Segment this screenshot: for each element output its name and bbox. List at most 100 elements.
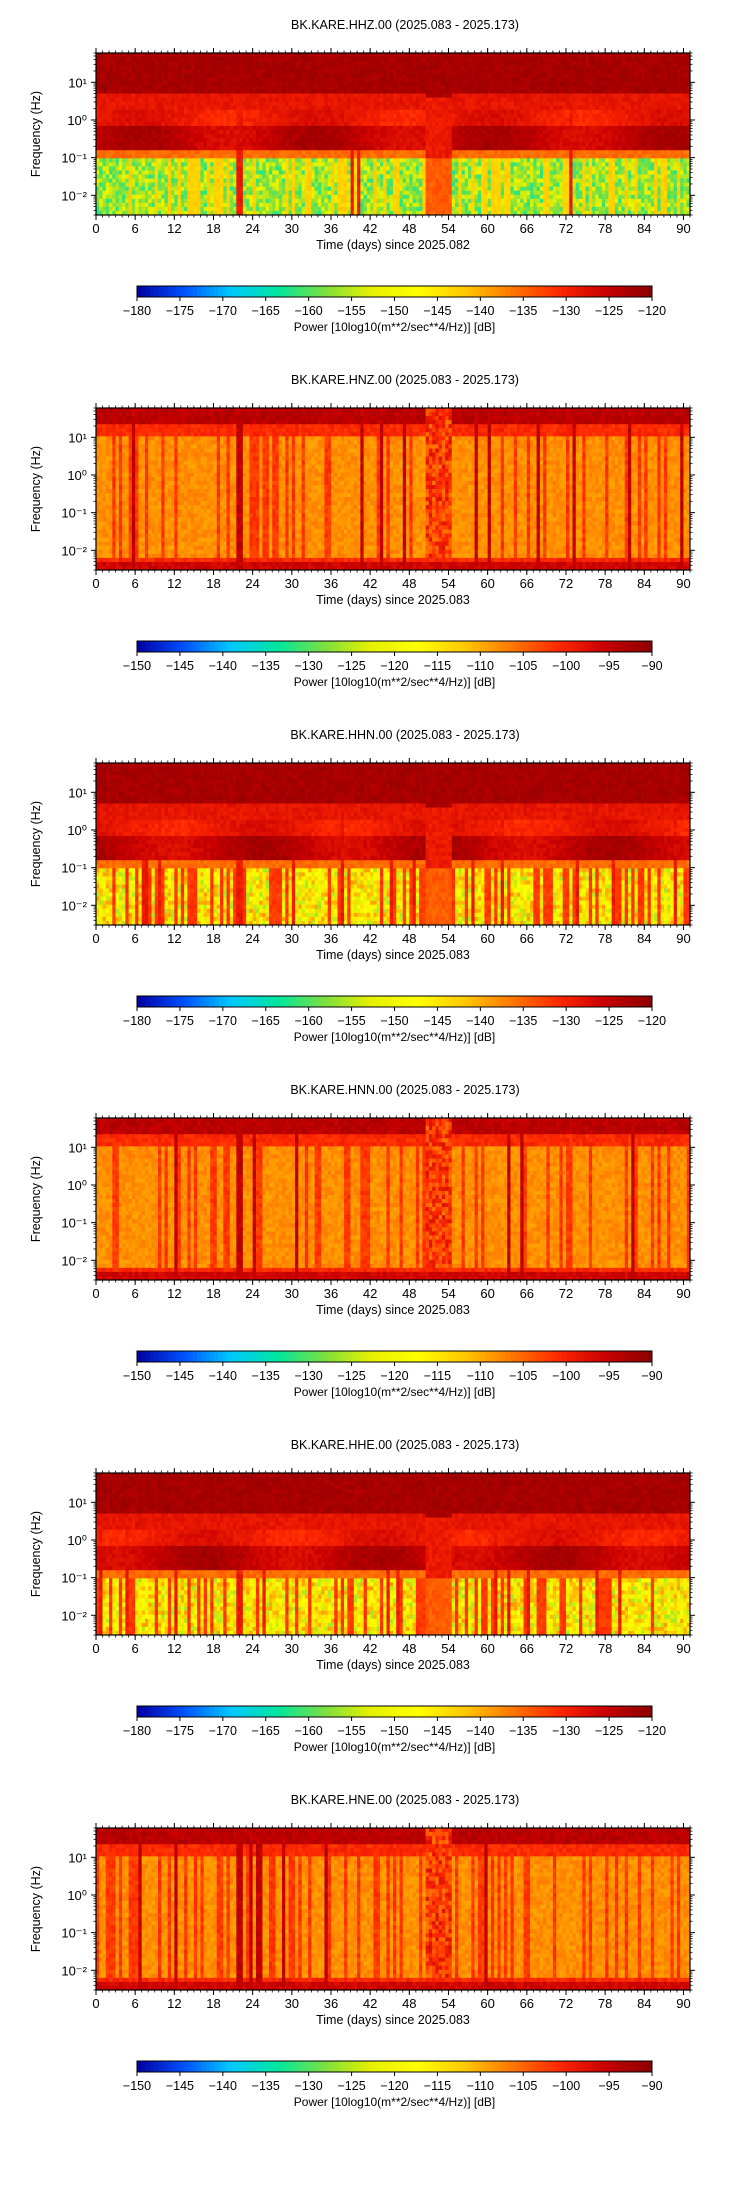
heatmap-cell	[399, 194, 404, 200]
heatmap-cell	[278, 57, 283, 62]
heatmap-cell	[144, 206, 149, 212]
heatmap-cell	[239, 125, 244, 131]
heatmap-cell	[233, 85, 237, 90]
heatmap-cell	[102, 202, 107, 208]
heatmap-cell	[161, 65, 165, 70]
heatmap-cell	[158, 134, 162, 139]
heatmap-cell	[102, 146, 107, 151]
heatmap-cell	[236, 93, 240, 98]
heatmap-cell	[474, 186, 479, 192]
heatmap-cell	[468, 81, 472, 86]
heatmap-cell	[435, 89, 440, 94]
heatmap-cell	[148, 77, 152, 82]
heatmap-cell	[471, 150, 475, 155]
heatmap-cell	[242, 53, 247, 58]
heatmap-cell	[337, 162, 342, 167]
heatmap-cell	[370, 134, 374, 139]
heatmap-cell	[330, 97, 335, 102]
heatmap-cell	[262, 182, 267, 188]
heatmap-cell	[428, 194, 433, 200]
heatmap-cell	[206, 53, 211, 58]
heatmap-cell	[396, 125, 400, 131]
heatmap-cell	[389, 129, 394, 135]
heatmap-cell	[330, 53, 335, 58]
heatmap-cell	[226, 117, 231, 123]
heatmap-cell	[425, 89, 430, 94]
heatmap-cell	[402, 129, 407, 135]
heatmap-cell	[154, 202, 159, 208]
heatmap-cell	[252, 170, 257, 175]
heatmap-cell	[262, 198, 267, 204]
heatmap-cell	[203, 150, 208, 155]
heatmap-cell	[311, 89, 316, 94]
heatmap-cell	[282, 174, 286, 179]
heatmap-cell	[389, 154, 394, 159]
heatmap-cell	[412, 142, 417, 147]
heatmap-cell	[262, 77, 267, 82]
heatmap-cell	[193, 117, 198, 123]
heatmap-cell	[171, 162, 175, 167]
heatmap-cell	[206, 190, 211, 196]
heatmap-cell	[386, 162, 391, 167]
heatmap-cell	[412, 194, 417, 200]
heatmap-cell	[321, 93, 325, 98]
heatmap-cell	[389, 113, 394, 119]
heatmap-cell	[177, 142, 182, 147]
heatmap-cell	[223, 202, 227, 208]
heatmap-cell	[105, 154, 110, 159]
heatmap-cell	[389, 77, 394, 82]
heatmap-cell	[265, 194, 270, 200]
heatmap-cell	[246, 113, 250, 119]
heatmap-cell	[249, 125, 254, 131]
heatmap-cell	[167, 81, 172, 86]
heatmap-cell	[210, 57, 214, 62]
heatmap-cell	[272, 186, 276, 192]
heatmap-cell	[379, 93, 384, 98]
heatmap-cell	[487, 101, 492, 107]
heatmap-cell	[304, 146, 309, 151]
heatmap-cell	[402, 113, 407, 119]
heatmap-cell	[161, 57, 165, 62]
heatmap-cell	[122, 117, 126, 123]
heatmap-cell	[151, 129, 156, 135]
heatmap-cell	[494, 113, 498, 119]
heatmap-cell	[308, 129, 312, 135]
heatmap-cell	[213, 186, 218, 192]
heatmap-cell	[464, 138, 469, 143]
heatmap-cell	[321, 109, 325, 115]
heatmap-cell	[389, 158, 394, 163]
heatmap-cell	[422, 210, 427, 216]
heatmap-cell	[265, 105, 270, 111]
heatmap-cell	[99, 198, 103, 204]
heatmap-cell	[347, 194, 351, 200]
heatmap-cell	[268, 206, 273, 212]
heatmap-cell	[357, 125, 361, 131]
heatmap-cell	[402, 194, 407, 200]
heatmap-cell	[490, 162, 495, 167]
heatmap-cell	[190, 170, 195, 175]
heatmap-cell	[135, 121, 139, 127]
heatmap-cell	[239, 194, 244, 200]
heatmap-cell	[386, 150, 391, 155]
heatmap-cell	[435, 182, 440, 188]
heatmap-cell	[308, 194, 312, 200]
heatmap-cell	[109, 146, 113, 151]
heatmap-cell	[122, 166, 126, 171]
heatmap-cell	[246, 81, 250, 86]
heatmap-cell	[399, 142, 404, 147]
heatmap-cell	[461, 53, 466, 58]
heatmap-cell	[406, 105, 410, 111]
heatmap-cell	[288, 142, 293, 147]
heatmap-cell	[105, 109, 110, 115]
heatmap-cell	[376, 77, 381, 82]
heatmap-cell	[435, 198, 440, 204]
heatmap-cell	[268, 162, 273, 167]
heatmap-cell	[118, 142, 123, 147]
heatmap-cell	[236, 73, 240, 78]
heatmap-cell	[334, 134, 338, 139]
heatmap-cell	[125, 178, 130, 183]
heatmap-cell	[249, 89, 254, 94]
heatmap-cell	[327, 57, 332, 62]
heatmap-cell	[393, 65, 397, 70]
heatmap-cell	[268, 150, 273, 155]
